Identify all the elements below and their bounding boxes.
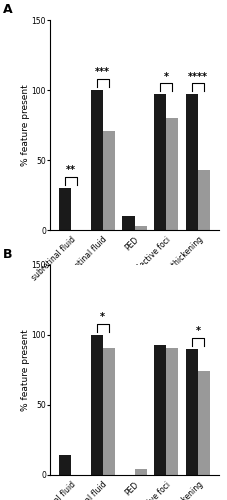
Bar xyxy=(166,118,178,230)
Bar xyxy=(154,345,166,475)
Text: B: B xyxy=(3,248,12,261)
Bar xyxy=(134,226,146,230)
Text: ***: *** xyxy=(95,68,110,78)
Text: ****: **** xyxy=(187,72,207,82)
Y-axis label: % feature present: % feature present xyxy=(21,329,30,411)
Bar xyxy=(59,456,71,475)
Bar xyxy=(197,170,209,230)
Bar xyxy=(90,335,102,475)
Bar xyxy=(59,188,71,230)
Text: *: * xyxy=(100,312,105,322)
Bar xyxy=(102,348,114,475)
Bar xyxy=(154,94,166,230)
Bar xyxy=(197,372,209,475)
Bar xyxy=(185,349,197,475)
Bar xyxy=(134,470,146,475)
Text: *: * xyxy=(195,326,200,336)
Bar xyxy=(102,130,114,230)
Y-axis label: % feature present: % feature present xyxy=(21,84,30,166)
Bar xyxy=(122,216,134,230)
Bar xyxy=(166,348,178,475)
Text: *: * xyxy=(163,72,168,82)
Bar xyxy=(185,94,197,230)
Text: **: ** xyxy=(66,166,76,175)
Text: A: A xyxy=(3,3,12,16)
Bar xyxy=(90,90,102,230)
